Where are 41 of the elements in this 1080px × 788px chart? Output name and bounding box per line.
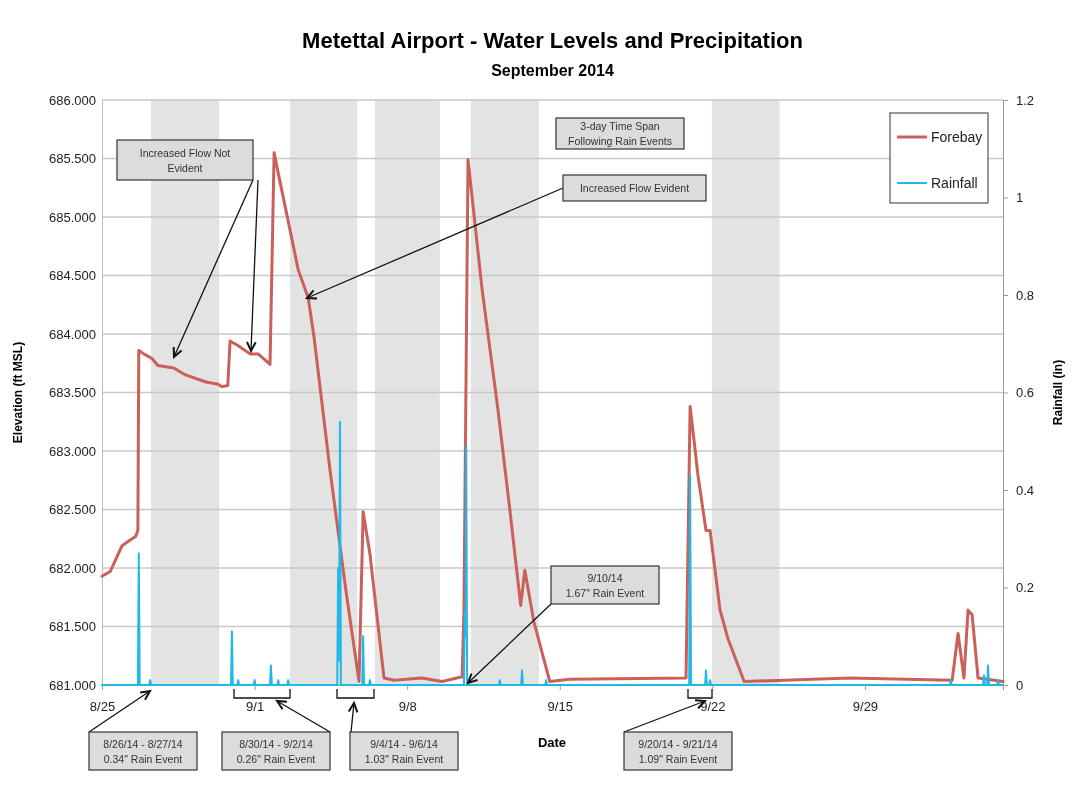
annotation: 9/10/14 1.67" Rain Event	[565, 571, 645, 599]
y-axis-title: Elevation (ft MSL)	[11, 341, 25, 444]
y2-tick-label: 0.4	[1016, 482, 1035, 498]
x-tick-label: 9/22	[700, 699, 726, 715]
x-tick-label: 8/25	[89, 699, 116, 715]
line-series	[100, 151, 1005, 683]
y2-tick-label: 0.8	[1016, 287, 1035, 303]
y-tick-label: 684.500	[49, 268, 96, 284]
x-axis-title: Date	[537, 735, 567, 750]
x-tick-label: 9/1	[246, 699, 265, 715]
line-series	[101, 420, 1004, 686]
annotation: Increased Flow Not Evident	[139, 146, 231, 174]
y-tick-label: 686.000	[49, 92, 96, 108]
y-tick-label: 681.500	[49, 619, 96, 635]
x-tick-label: 9/29	[852, 699, 879, 715]
annotation: Increased Flow Evident	[579, 182, 690, 194]
y2-tick-label: 0.6	[1016, 385, 1035, 401]
y2-tick-label: 1	[1016, 190, 1024, 206]
y2-tick-label: 0.2	[1016, 580, 1035, 596]
annotation: 3-day Time Span Following Rain Events	[568, 120, 672, 147]
chart-subtitle: September 2014	[491, 62, 614, 79]
text: 9/20/14 - 9/21/14 1.09" Rain Event	[638, 737, 718, 765]
y-tick-label: 682.000	[49, 560, 96, 576]
text: 8/26/14 - 8/27/14 0.34" Rain Event	[103, 737, 183, 765]
y2-axis-title: Rainfall (in)	[1051, 359, 1065, 426]
y-tick-label: 683.500	[49, 385, 96, 401]
y-tick-label: 683.000	[49, 443, 96, 459]
x-tick-label: 9/8	[398, 699, 417, 715]
y2-tick-label: 0	[1016, 677, 1024, 693]
text: 9/4/14 - 9/6/14 1.03" Rain Event	[364, 737, 444, 765]
text: 8/30/14 - 9/2/14 0.26" Rain Event	[236, 737, 316, 765]
legend-label: Forebay	[931, 129, 983, 145]
y-tick-label: 685.000	[49, 209, 96, 225]
y-tick-label: 682.500	[49, 502, 96, 518]
y-tick-label: 684.000	[49, 326, 96, 342]
legend-label: Rainfall	[931, 175, 978, 191]
y-tick-label: 685.500	[49, 151, 96, 167]
y-tick-label: 681.000	[49, 677, 96, 693]
x-tick-label: 9/15	[547, 699, 573, 715]
chart-title: Metettal Airport - Water Levels and Precipitation	[302, 28, 803, 53]
y2-tick-label: 1.2	[1016, 92, 1035, 108]
